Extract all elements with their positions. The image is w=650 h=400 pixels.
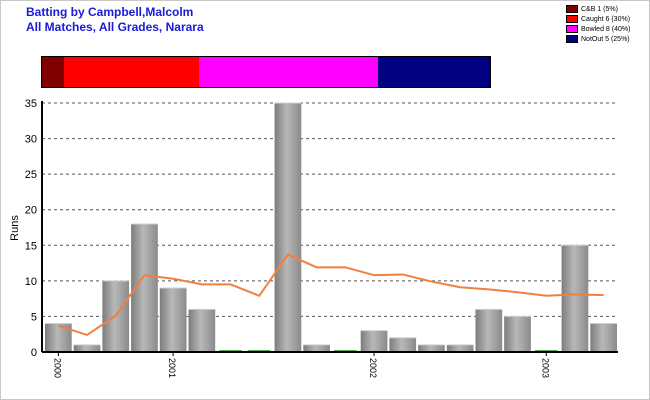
- bar: [274, 103, 302, 352]
- bar: [561, 245, 589, 352]
- x-tick-label: 2001: [167, 358, 177, 378]
- bar: [446, 344, 474, 352]
- y-tick-label: 15: [25, 240, 37, 252]
- y-tick-label: 10: [25, 276, 37, 288]
- outcome-segment-notout: [377, 57, 490, 87]
- legend-swatch-notout: [566, 35, 578, 43]
- x-tick-label: 2000: [52, 358, 62, 378]
- legend-item-notout: NotOut 5 (25%): [566, 35, 630, 45]
- y-axis-label: Runs: [9, 215, 21, 241]
- chart-title: Batting by Campbell,Malcolm: [26, 5, 194, 19]
- legend-item-caught: Caught 6 (30%): [566, 15, 630, 25]
- bar: [73, 344, 101, 352]
- x-tick-label: 2002: [368, 358, 378, 378]
- y-tick-label: 30: [25, 134, 37, 146]
- bar: [389, 337, 417, 352]
- bar: [504, 316, 531, 352]
- y-tick-label: 0: [31, 347, 37, 359]
- bar: [360, 330, 388, 352]
- y-tick-label: 20: [25, 205, 37, 217]
- legend-label-bowled: Bowled 8 (40%): [581, 25, 631, 33]
- chart-subtitle: All Matches, All Grades, Narara: [26, 20, 204, 34]
- legend-swatch-cb: [566, 5, 578, 13]
- legend-label-caught: Caught 6 (30%): [581, 15, 631, 23]
- dismissal-breakdown-bar: [41, 56, 491, 88]
- legend-swatch-bowled: [566, 25, 578, 33]
- bar: [303, 344, 330, 352]
- outcome-segment-cb: [42, 57, 65, 87]
- x-tick-label: 2003: [540, 358, 550, 378]
- y-tick-label: 35: [25, 98, 37, 110]
- legend-label-notout: NotOut 5 (25%): [581, 35, 630, 43]
- average-line: [58, 253, 604, 337]
- bar: [590, 323, 617, 352]
- bar: [475, 309, 503, 352]
- legend-swatch-caught: [566, 15, 578, 23]
- y-tick-label: 25: [25, 169, 37, 181]
- outcome-segment-bowled: [198, 57, 378, 87]
- outcome-segment-caught: [64, 57, 199, 87]
- legend-label-cb: C&B 1 (5%): [581, 5, 618, 13]
- bar: [188, 309, 216, 352]
- legend-item-cb: C&B 1 (5%): [566, 5, 630, 15]
- legend: C&B 1 (5%) Caught 6 (30%) Bowled 8 (40%)…: [566, 5, 630, 45]
- legend-item-bowled: Bowled 8 (40%): [566, 25, 630, 35]
- bar: [418, 344, 445, 352]
- bar: [159, 287, 187, 352]
- y-tick-label: 5: [31, 311, 37, 323]
